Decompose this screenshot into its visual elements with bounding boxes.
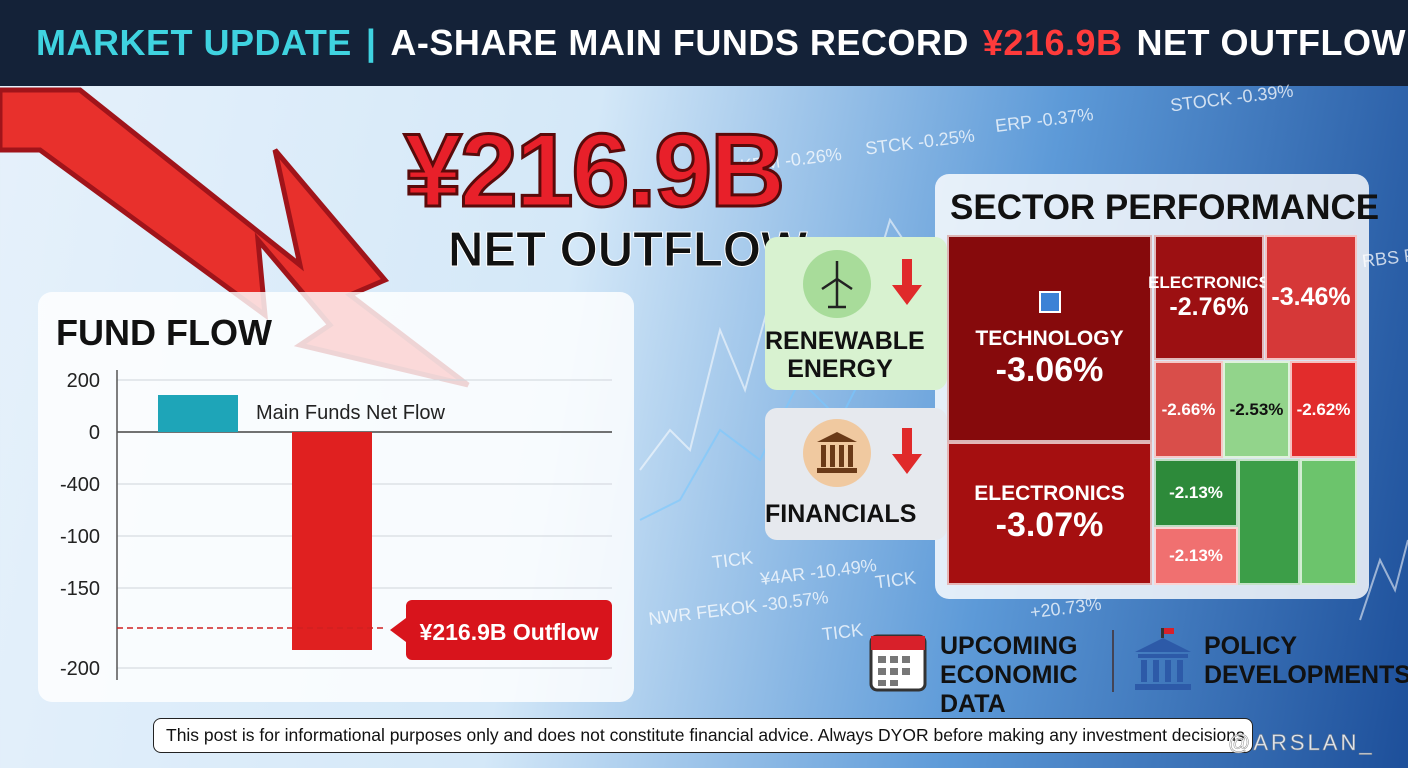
y-tick-label: -100 bbox=[60, 526, 100, 548]
sector-tile: -3.46% bbox=[1265, 235, 1357, 360]
pillar-icon bbox=[817, 432, 857, 473]
fund-flow-title: FUND FLOW bbox=[56, 312, 272, 353]
bank-icon bbox=[1135, 628, 1191, 690]
footer-icons bbox=[869, 628, 1191, 692]
tile-value: -2.53% bbox=[1229, 399, 1284, 419]
background-line bbox=[1359, 539, 1408, 621]
hero-amount: ¥216.9B bbox=[402, 112, 786, 231]
footer-topic: POLICY DEVELOPMENTS bbox=[1204, 632, 1408, 689]
sector-tile: ELECTRONICS -2.76% bbox=[1148, 235, 1270, 360]
tile-value: -3.07% bbox=[995, 506, 1104, 544]
fund-flow-chart: -200 -150 -100 -400 0 200 Main Funds Net Flow… bbox=[60, 370, 612, 680]
tile-label: ELECTRONICS bbox=[1148, 273, 1270, 292]
highlight-name: FINANCIALS bbox=[765, 500, 917, 528]
tile-value: -3.46% bbox=[1271, 283, 1351, 311]
footer-topic: UPCOMING ECONOMIC DATA bbox=[940, 632, 1078, 718]
callout-box bbox=[406, 600, 612, 660]
sector-tile bbox=[1238, 459, 1300, 585]
highlight-icons bbox=[803, 419, 922, 487]
legend-label: Main Funds Net Flow bbox=[256, 402, 446, 424]
disclaimer: This post is for informational purposes … bbox=[153, 718, 1253, 753]
callout-label: ¥216.9B Outflow bbox=[420, 619, 599, 645]
tile-value: -3.06% bbox=[995, 351, 1104, 389]
sector-tile: -2.66% bbox=[1154, 361, 1223, 458]
watermark: @ARSLAN_ bbox=[1228, 730, 1375, 756]
sector-tile bbox=[1300, 459, 1357, 585]
treemap: TECHNOLOGY -3.06% ELECTRONICS -3.07% ELE… bbox=[947, 235, 1357, 585]
sector-tile: -2.62% bbox=[1290, 361, 1357, 458]
header-bar: MARKET UPDATE | A-SHARE MAIN FUNDS RECOR… bbox=[0, 0, 1408, 86]
header-label: MARKET UPDATE bbox=[36, 22, 352, 63]
header-headline: A-SHARE MAIN FUNDS RECORD bbox=[390, 22, 969, 63]
y-tick-label: 0 bbox=[89, 422, 100, 444]
y-tick-label: 200 bbox=[67, 370, 100, 392]
header-amount: ¥216.9B bbox=[982, 22, 1123, 63]
sector-title: SECTOR PERFORMANCE bbox=[950, 188, 1380, 227]
down-icon bbox=[892, 428, 922, 474]
callout-pointer bbox=[390, 618, 406, 642]
calendar-header bbox=[871, 636, 925, 650]
tile-value: -2.76% bbox=[1169, 293, 1249, 321]
down-icon bbox=[892, 259, 922, 305]
tile-label: ELECTRONICS bbox=[974, 482, 1125, 505]
tile-value: -2.13% bbox=[1169, 546, 1223, 565]
sector-tile: -2.13% bbox=[1154, 459, 1238, 527]
calendar-grid bbox=[878, 656, 910, 686]
highlight-name: RENEWABLE ENERGY bbox=[765, 327, 925, 383]
inflow-bar bbox=[158, 395, 238, 432]
hero-label: NET OUTFLOW bbox=[447, 223, 808, 278]
highlight-card: FINANCIALS bbox=[765, 408, 947, 540]
tile-value: -2.13% bbox=[1169, 483, 1223, 502]
wind-turbine-icon bbox=[821, 261, 853, 309]
header-separator: | bbox=[365, 22, 377, 63]
tile-label: TECHNOLOGY bbox=[975, 327, 1124, 350]
sector-tile: -2.13% bbox=[1154, 527, 1238, 585]
outflow-bar bbox=[292, 432, 372, 650]
sector-tile: TECHNOLOGY -3.06% bbox=[947, 235, 1152, 442]
icon-circle bbox=[803, 419, 871, 487]
y-tick-label: -400 bbox=[60, 474, 100, 496]
sector-tile: ELECTRONICS -3.07% bbox=[947, 442, 1152, 585]
sector-tile: -2.53% bbox=[1223, 361, 1290, 458]
highlight-card: RENEWABLE ENERGY bbox=[765, 237, 947, 390]
tile-value: -2.62% bbox=[1296, 399, 1351, 419]
header-suffix: NET OUTFLOW bbox=[1136, 22, 1406, 63]
y-tick-label: -200 bbox=[60, 658, 100, 680]
chip-icon bbox=[1038, 291, 1061, 313]
y-tick-label: -150 bbox=[60, 578, 100, 600]
tile-value: -2.66% bbox=[1161, 399, 1216, 419]
highlight-icons bbox=[803, 250, 922, 318]
